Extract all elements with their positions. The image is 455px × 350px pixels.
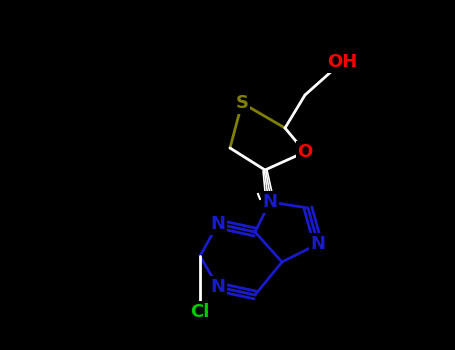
Text: N: N bbox=[211, 278, 226, 296]
Text: OH: OH bbox=[327, 53, 357, 71]
Text: O: O bbox=[298, 143, 313, 161]
Text: N: N bbox=[211, 215, 226, 233]
Text: N: N bbox=[310, 235, 325, 253]
Text: N: N bbox=[263, 193, 278, 211]
Text: Cl: Cl bbox=[190, 303, 210, 321]
Text: S: S bbox=[236, 94, 248, 112]
